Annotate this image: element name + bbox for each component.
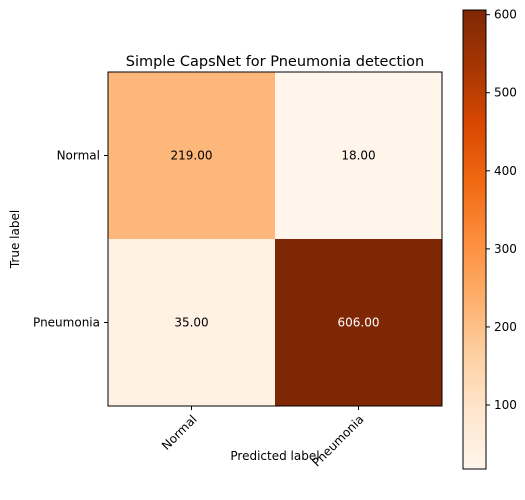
x-axis-title: Predicted label — [230, 449, 319, 463]
colorbar-tick-label: 100 — [494, 398, 517, 412]
cell-value-label: 606.00 — [338, 316, 380, 330]
cell-value-label: 219.00 — [171, 149, 213, 163]
chart-title: Simple CapsNet for Pneumonia detection — [126, 54, 424, 70]
colorbar-tick-label: 500 — [494, 86, 517, 100]
y-axis-title: True label — [8, 210, 22, 269]
heatmap-cell — [275, 72, 442, 239]
colorbar — [462, 9, 487, 470]
colorbar-tick-label: 600 — [494, 8, 517, 22]
heatmap-cell — [108, 239, 275, 406]
colorbar-tick-label: 300 — [494, 242, 517, 256]
colorbar-tick-label: 200 — [494, 320, 517, 334]
y-tick-label: Pneumonia — [33, 316, 100, 330]
x-tick-label: Normal — [159, 412, 200, 453]
colorbar-axis: 100 200 300 400 500 600 — [486, 8, 517, 412]
heatmap-cell — [275, 239, 442, 406]
y-tick-label: Normal — [57, 149, 100, 163]
heatmap-cells: 219.00 18.00 35.00 606.00 — [108, 72, 442, 406]
cell-value-label: 35.00 — [174, 316, 208, 330]
cell-value-label: 18.00 — [341, 149, 375, 163]
y-axis: Normal Pneumonia — [33, 149, 108, 330]
heatmap-cell — [108, 72, 275, 239]
colorbar-tick-label: 400 — [494, 164, 517, 178]
plot-frame — [107, 71, 443, 407]
